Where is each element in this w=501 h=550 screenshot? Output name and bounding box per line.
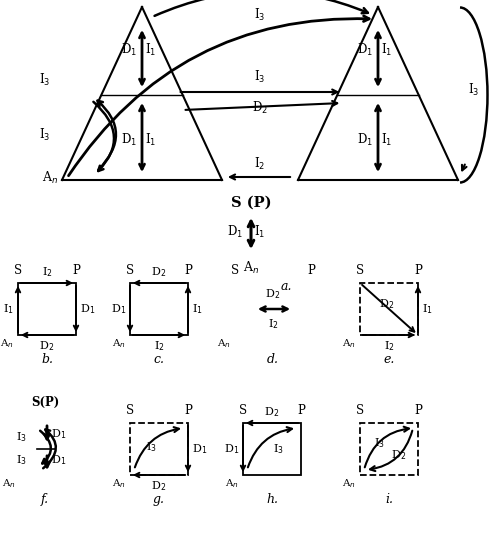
Text: I$_3$: I$_3$ xyxy=(272,442,283,456)
Text: I$_1$: I$_1$ xyxy=(254,224,265,240)
Text: A$_n$: A$_n$ xyxy=(242,260,259,276)
Text: D$_1$: D$_1$ xyxy=(51,454,66,468)
Text: I$_3$: I$_3$ xyxy=(467,82,478,98)
Text: P: P xyxy=(371,0,383,3)
Text: I$_3$: I$_3$ xyxy=(16,454,27,468)
Text: I$_2$: I$_2$ xyxy=(42,265,52,279)
Text: D$_2$: D$_2$ xyxy=(265,287,280,301)
Text: S: S xyxy=(126,404,134,417)
Text: P: P xyxy=(297,404,304,417)
Bar xyxy=(359,423,417,475)
Text: A$_n$: A$_n$ xyxy=(42,170,58,186)
Bar xyxy=(18,283,76,335)
Text: D$_2$: D$_2$ xyxy=(151,265,166,279)
Text: I$_3$: I$_3$ xyxy=(16,431,27,444)
Text: S: S xyxy=(136,0,148,3)
Text: S: S xyxy=(14,264,22,277)
Text: D$_1$: D$_1$ xyxy=(356,132,372,148)
Text: D$_1$: D$_1$ xyxy=(226,224,242,240)
Bar xyxy=(130,283,188,335)
Text: D$_2$: D$_2$ xyxy=(264,405,279,419)
Text: I$_1$: I$_1$ xyxy=(421,302,432,316)
Text: I$_3$: I$_3$ xyxy=(39,127,50,143)
Text: I$_1$: I$_1$ xyxy=(380,42,391,58)
Text: D$_2$: D$_2$ xyxy=(151,479,166,493)
Text: A$_n$: A$_n$ xyxy=(0,337,14,350)
Text: f.: f. xyxy=(41,493,49,506)
Text: D$_1$: D$_1$ xyxy=(80,302,95,316)
Text: D$_1$: D$_1$ xyxy=(356,42,372,58)
Bar xyxy=(359,283,417,335)
Text: I$_1$: I$_1$ xyxy=(380,132,391,148)
Text: D$_1$: D$_1$ xyxy=(191,442,207,456)
Text: D$_1$: D$_1$ xyxy=(111,302,126,316)
Text: S (P): S (P) xyxy=(230,196,271,210)
Text: P: P xyxy=(184,264,191,277)
Text: A$_n$: A$_n$ xyxy=(342,477,355,490)
Text: P: P xyxy=(413,404,421,417)
Text: c.: c. xyxy=(153,353,164,366)
Text: I$_1$: I$_1$ xyxy=(191,302,202,316)
Text: D$_2$: D$_2$ xyxy=(391,448,406,462)
Text: I$_3$: I$_3$ xyxy=(373,436,384,450)
Text: S: S xyxy=(355,264,363,277)
Text: A$_n$: A$_n$ xyxy=(217,337,230,350)
Text: I$_2$: I$_2$ xyxy=(383,339,393,353)
Text: A$_n$: A$_n$ xyxy=(112,477,126,490)
Text: S: S xyxy=(238,404,246,417)
Text: S: S xyxy=(126,264,134,277)
Text: P: P xyxy=(413,264,421,277)
Text: A$_n$: A$_n$ xyxy=(342,337,355,350)
Text: I$_1$: I$_1$ xyxy=(145,132,156,148)
Text: I$_3$: I$_3$ xyxy=(254,69,265,85)
Text: D$_1$: D$_1$ xyxy=(121,132,137,148)
Text: I$_2$: I$_2$ xyxy=(267,317,278,331)
Text: h.: h. xyxy=(266,493,278,506)
Text: A$_n$: A$_n$ xyxy=(225,477,238,490)
Text: I$_3$: I$_3$ xyxy=(145,440,156,454)
Text: i.: i. xyxy=(384,493,392,506)
Text: P: P xyxy=(184,404,191,417)
Text: g.: g. xyxy=(153,493,165,506)
Text: S: S xyxy=(230,264,238,277)
Text: I$_1$: I$_1$ xyxy=(4,302,14,316)
Text: P: P xyxy=(72,264,80,277)
Bar xyxy=(130,423,188,475)
Text: d.: d. xyxy=(267,353,279,366)
Text: A$_n$: A$_n$ xyxy=(112,337,126,350)
Text: D$_2$: D$_2$ xyxy=(252,100,268,116)
Bar xyxy=(242,423,301,475)
Text: D$_2$: D$_2$ xyxy=(40,339,55,353)
Text: S: S xyxy=(355,404,363,417)
Text: D$_1$: D$_1$ xyxy=(223,442,238,456)
Text: b.: b. xyxy=(41,353,53,366)
Text: I$_3$: I$_3$ xyxy=(254,7,265,23)
Text: I$_2$: I$_2$ xyxy=(153,339,164,353)
Text: I$_3$: I$_3$ xyxy=(39,72,50,88)
Text: D$_1$: D$_1$ xyxy=(51,427,66,441)
Text: D$_2$: D$_2$ xyxy=(379,297,394,311)
Text: S(P): S(P) xyxy=(31,396,59,409)
Text: A$_n$: A$_n$ xyxy=(2,477,16,490)
Text: P: P xyxy=(307,264,314,277)
Text: I$_2$: I$_2$ xyxy=(254,156,265,172)
Text: D$_1$: D$_1$ xyxy=(121,42,137,58)
Text: e.: e. xyxy=(383,353,394,366)
Text: I$_1$: I$_1$ xyxy=(145,42,156,58)
Text: a.: a. xyxy=(280,280,291,293)
